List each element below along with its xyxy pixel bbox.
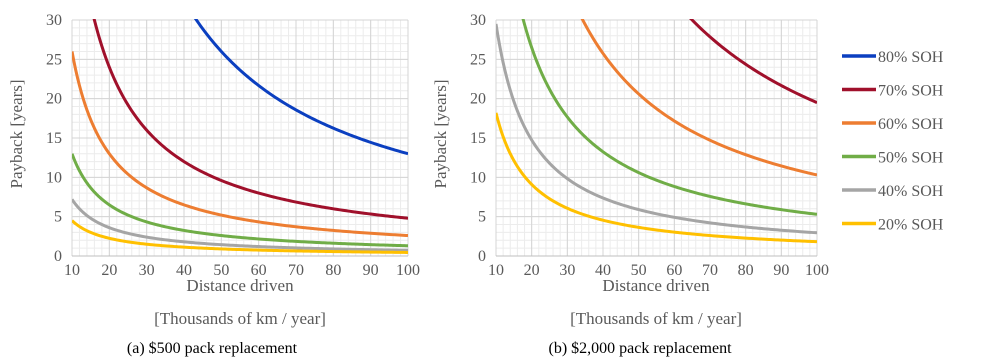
series-line-70soh — [689, 19, 817, 104]
chart-panel-b: 10 20 30 40 50 60 70 80 90 100 0 5 10 15 20 25 30 Distanc… — [431, 12, 829, 357]
x-axis-title: Distance driven — [186, 276, 294, 295]
y-tick-label: 10 — [46, 169, 62, 186]
y-tick-label: 15 — [470, 130, 486, 147]
chart-caption: (b) $2,000 pack replacement — [548, 340, 732, 357]
x-tick-label: 30 — [559, 262, 575, 279]
series-line-80soh — [193, 19, 408, 156]
legend-label: 70% SOH — [878, 83, 944, 100]
x-tick-label: 70 — [288, 262, 304, 279]
x-tick-label: 20 — [101, 262, 117, 279]
x-tick-label: 40 — [176, 262, 192, 279]
y-tick-label: 20 — [46, 91, 62, 108]
x-tick-label: 50 — [631, 262, 647, 279]
y-axis-title: Payback [years] — [7, 79, 26, 188]
x-tick-label: 90 — [363, 262, 379, 279]
x-tick-label: 100 — [805, 262, 829, 279]
chart-panel-a: 10 20 30 40 50 60 70 80 90 100 0 5 10 15 20 25 30 Distanc… — [7, 12, 420, 357]
x-tick-label: 10 — [488, 262, 504, 279]
x-axis-title: Distance driven — [602, 276, 710, 295]
legend-label: 50% SOH — [878, 150, 944, 167]
x-tick-label: 80 — [738, 262, 754, 279]
legend-label: 40% SOH — [878, 183, 944, 200]
series-line-60soh — [580, 19, 817, 177]
chart-legend: 80% SOH 70% SOH 60% SOH 50% SOH 40% SOH 20% S… — [842, 49, 944, 234]
legend-label: 20% SOH — [878, 217, 944, 234]
series-line-70soh — [92, 19, 408, 220]
series-line-40soh — [496, 23, 817, 235]
x-tick-label: 60 — [666, 262, 682, 279]
x-tick-label: 100 — [396, 262, 420, 279]
legend-label: 80% SOH — [878, 49, 944, 66]
x-tick-label: 60 — [251, 262, 267, 279]
y-tick-label: 25 — [470, 51, 486, 68]
series-line-60soh — [72, 51, 408, 238]
x-tick-label: 50 — [213, 262, 229, 279]
y-tick-label: 5 — [478, 209, 486, 226]
series-line-20soh — [72, 219, 408, 254]
y-tick-label: 0 — [54, 248, 62, 265]
x-tick-label: 20 — [524, 262, 540, 279]
x-tick-label: 10 — [64, 262, 80, 279]
y-tick-label: 30 — [470, 12, 486, 29]
x-axis-subtitle: [Thousands of km / year] — [154, 309, 326, 328]
y-tick-label: 25 — [46, 51, 62, 68]
x-tick-label: 80 — [325, 262, 341, 279]
chart-caption: (a) $500 pack replacement — [127, 340, 298, 357]
x-tick-label: 90 — [773, 262, 789, 279]
series-line-50soh — [72, 153, 408, 248]
y-axis-title: Payback [years] — [431, 79, 450, 188]
y-tick-label: 15 — [46, 130, 62, 147]
x-tick-label: 30 — [139, 262, 155, 279]
series-line-40soh — [72, 198, 408, 252]
series-line-50soh — [521, 19, 817, 216]
y-tick-label: 20 — [470, 91, 486, 108]
series-line-20soh — [496, 112, 817, 244]
x-axis-subtitle: [Thousands of km / year] — [570, 309, 742, 328]
y-tick-label: 30 — [46, 12, 62, 29]
x-tick-label: 70 — [702, 262, 718, 279]
x-tick-label: 40 — [595, 262, 611, 279]
legend-label: 60% SOH — [878, 116, 944, 133]
y-tick-label: 10 — [470, 169, 486, 186]
y-tick-label: 5 — [54, 209, 62, 226]
y-tick-label: 0 — [478, 248, 486, 265]
